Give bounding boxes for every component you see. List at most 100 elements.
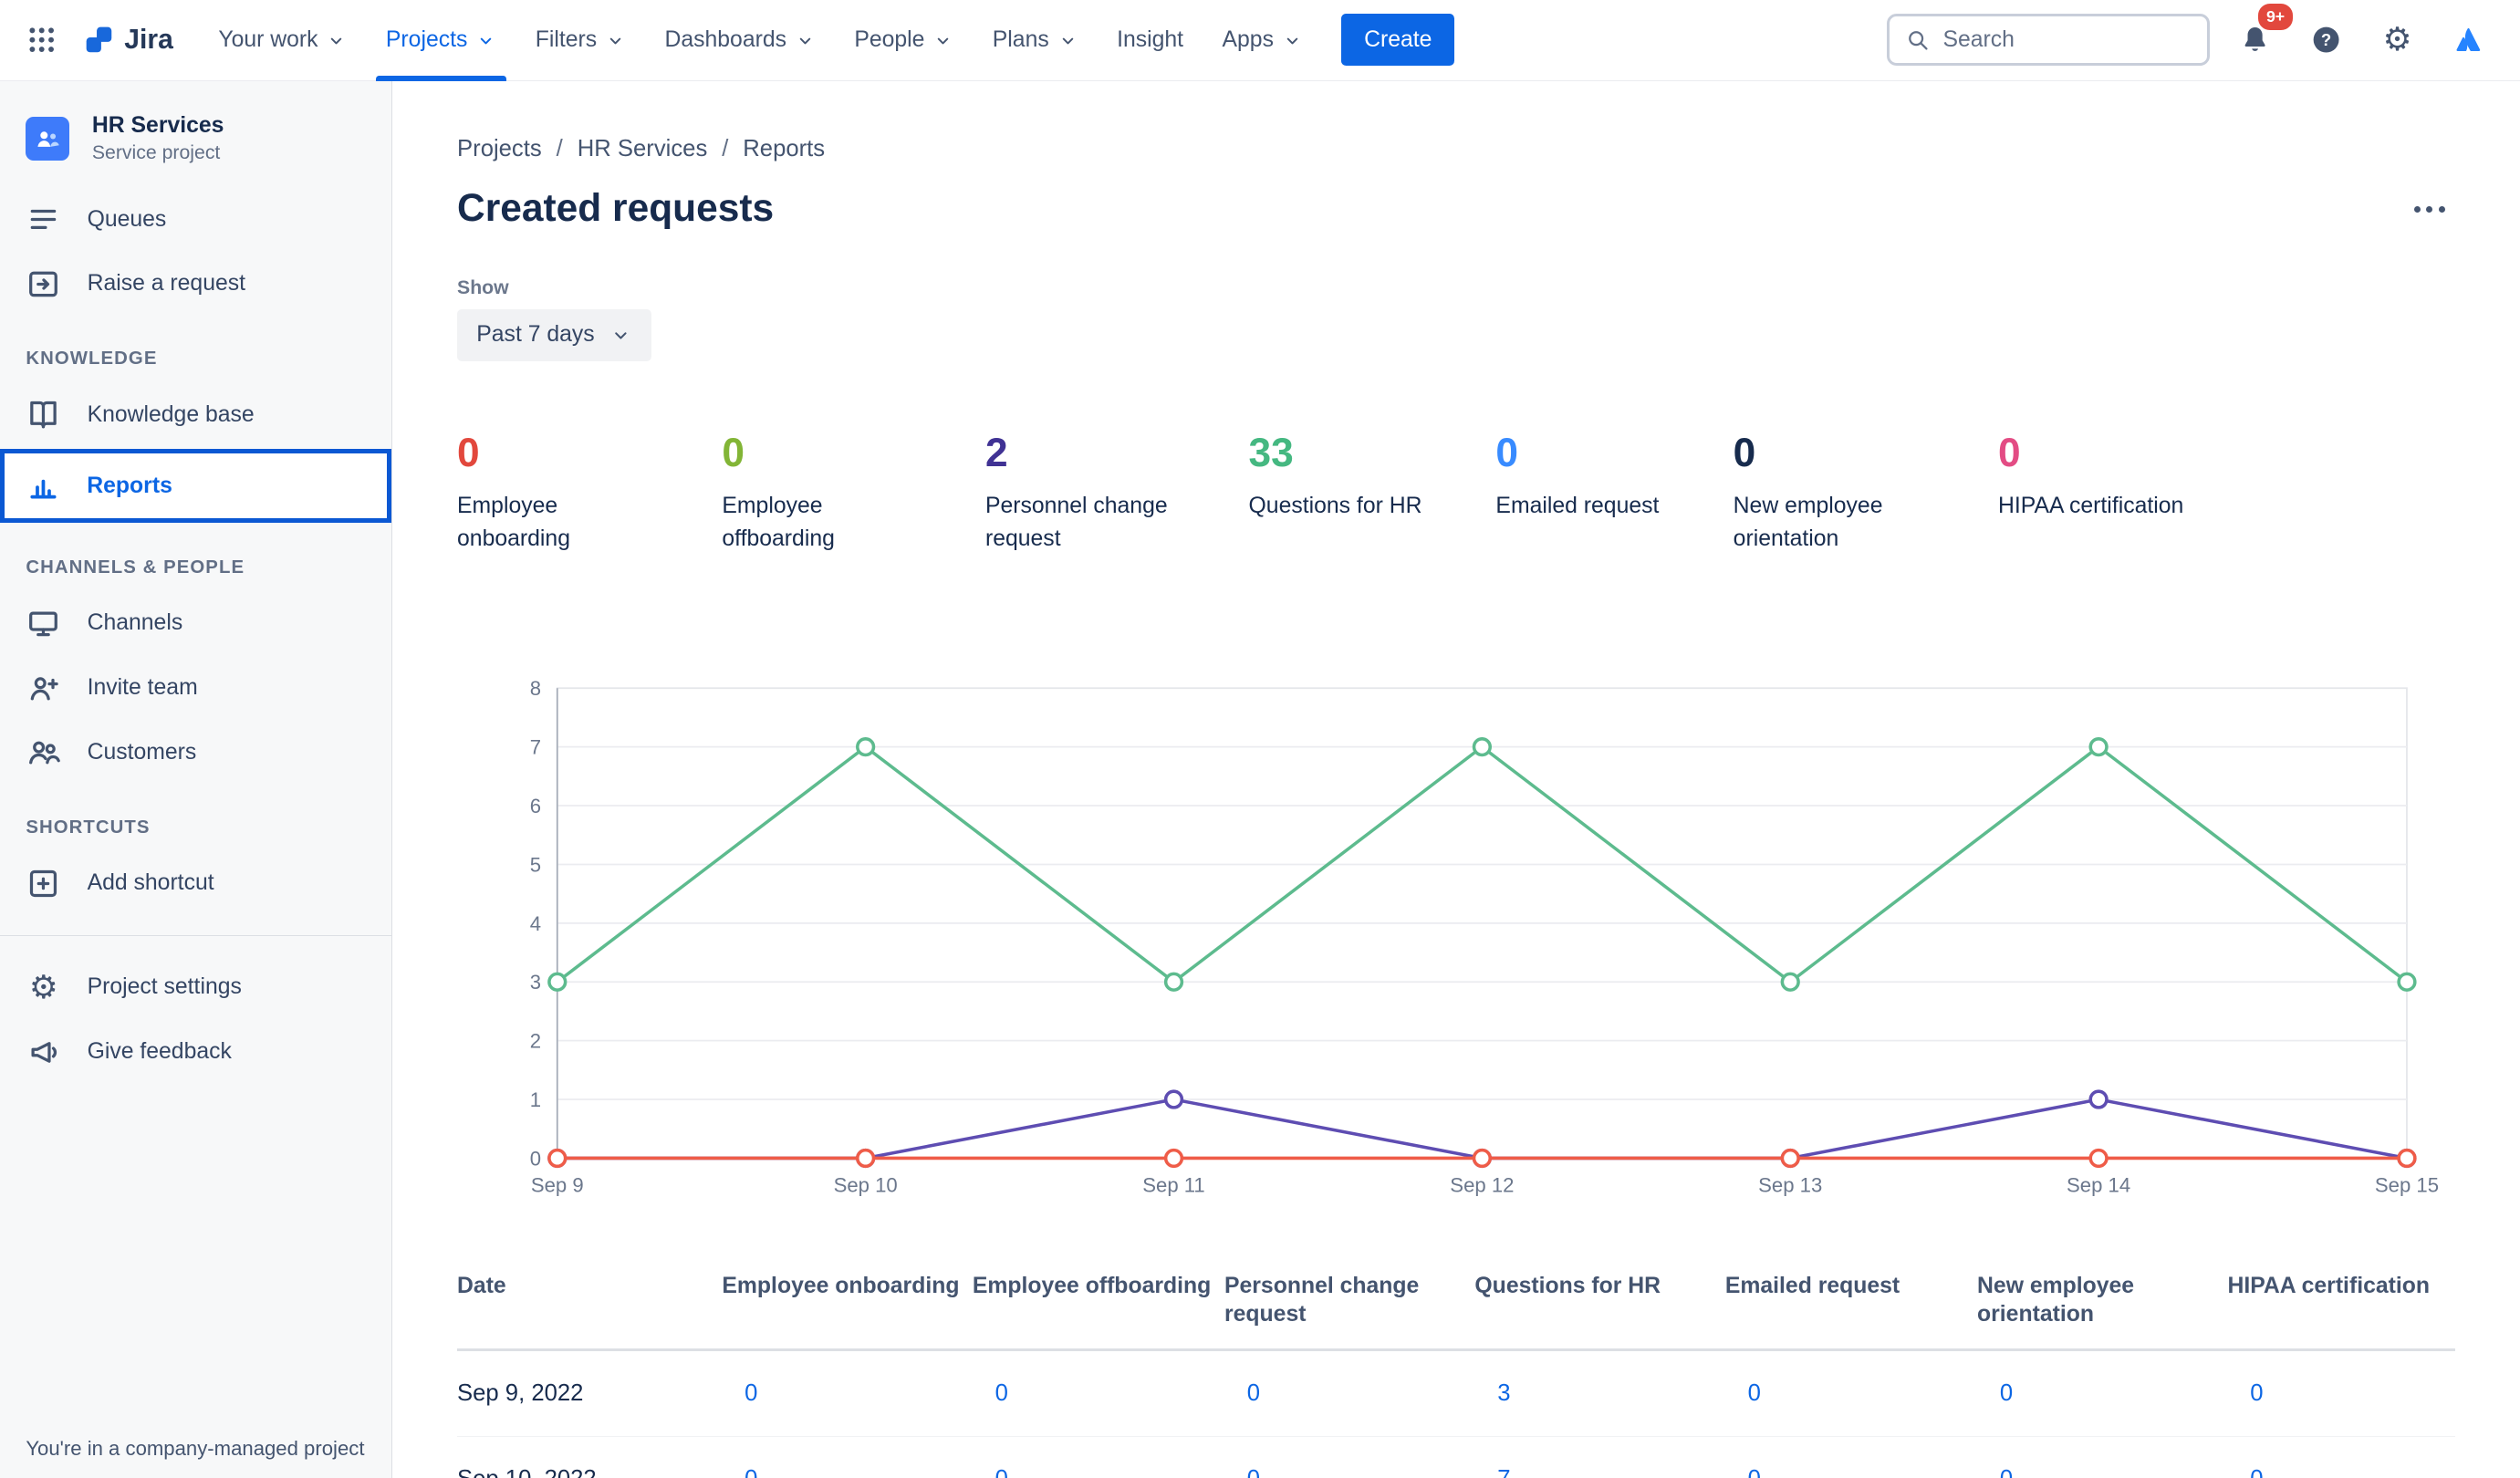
x-tick-label: Sep 9 xyxy=(531,1174,584,1197)
cell-value-link[interactable]: 0 xyxy=(1999,1380,2014,1407)
stat-value: 0 xyxy=(722,431,745,475)
requests-table: Date Employee onboarding Employee offboa… xyxy=(457,1254,2456,1478)
jira-logo-icon xyxy=(86,26,111,53)
data-point-questions-for-hr xyxy=(2397,972,2417,992)
chevron-down-icon xyxy=(609,37,621,45)
queues-icon xyxy=(30,210,57,230)
sidebar-item-raise-request[interactable]: Raise a request xyxy=(0,252,391,317)
app-switcher-button[interactable] xyxy=(16,14,68,66)
sidebar-item-knowledge-base[interactable]: Knowledge base xyxy=(0,382,391,447)
chevron-down-icon xyxy=(331,37,342,45)
sidebar-item-add-shortcut[interactable]: Add shortcut xyxy=(0,851,391,916)
cell-value-link[interactable]: 0 xyxy=(973,1437,1224,1478)
col-header-emailed-request: Emailed request xyxy=(1724,1274,1900,1299)
app-name: Jira xyxy=(124,24,173,55)
sidebar-item-reports[interactable]: Reports xyxy=(0,448,392,524)
data-point-employee-onboarding xyxy=(2397,1148,2417,1169)
data-point-questions-for-hr xyxy=(856,737,876,757)
page-title: Created requests xyxy=(457,187,775,231)
more-options-icon xyxy=(2414,205,2421,213)
more-options-button[interactable] xyxy=(2404,183,2456,235)
stat-label: Personnel change request xyxy=(984,494,1168,552)
customers-icon xyxy=(29,741,61,765)
cell-date: Sep 10, 2022 xyxy=(457,1437,722,1478)
main-content: Projects / HR Services / Reports Created… xyxy=(392,80,2520,1478)
y-tick-label: 6 xyxy=(530,795,541,817)
chevron-down-icon xyxy=(938,37,949,45)
cell-value-link[interactable]: 0 xyxy=(2227,1437,2455,1478)
sidebar-item-give-feedback[interactable]: Give feedback xyxy=(0,1020,391,1085)
cell-value-link[interactable]: 0 xyxy=(1725,1437,1977,1478)
reports-icon xyxy=(30,479,57,499)
line-chart-svg: 0 1 2 3 4 5 6 7 8 Sep 9 Sep 10 Sep 11 Sep 12 Sep 13 Se… xyxy=(530,677,2439,1197)
cell-value-link[interactable]: 0 xyxy=(1246,1380,1261,1407)
x-tick-label: Sep 15 xyxy=(2375,1174,2439,1197)
search-icon xyxy=(1909,30,1928,50)
nav-apps[interactable]: Apps xyxy=(1206,0,1319,81)
channels-icon xyxy=(29,611,58,636)
nav-filters[interactable]: Filters xyxy=(519,0,642,81)
global-search[interactable] xyxy=(1887,14,2211,67)
sidebar-item-customers[interactable]: Customers xyxy=(0,720,391,785)
help-button[interactable]: ? xyxy=(2300,14,2352,66)
stat-label: Questions for HR xyxy=(1248,494,1422,519)
settings-button[interactable]: ⚙ xyxy=(2371,14,2423,66)
data-point-questions-for-hr xyxy=(547,972,568,992)
project-header: HR Services Service project xyxy=(0,107,391,187)
sidebar-item-invite-team[interactable]: Invite team xyxy=(0,656,391,721)
search-input[interactable] xyxy=(1942,26,2193,53)
col-header-employee-offboarding: Employee offboarding xyxy=(972,1274,1212,1299)
stat-value: 0 xyxy=(1495,431,1519,475)
stat-new-employee-orientation: 0 New employee orientation xyxy=(1734,429,1998,556)
knowledge-base-icon xyxy=(30,401,57,429)
y-tick-label: 4 xyxy=(530,912,541,935)
nav-people[interactable]: People xyxy=(838,0,970,81)
nav-plans[interactable]: Plans xyxy=(976,0,1094,81)
cell-value-link[interactable]: 0 xyxy=(1977,1437,2227,1478)
notification-badge: 9+ xyxy=(2255,1,2296,33)
sidebar-item-label: Channels xyxy=(87,610,183,636)
stat-label: Employee onboarding xyxy=(457,494,570,552)
nav-dashboards[interactable]: Dashboards xyxy=(649,0,832,81)
date-range-dropdown[interactable]: Past 7 days xyxy=(457,309,651,361)
sidebar-divider xyxy=(0,934,392,936)
create-button[interactable]: Create xyxy=(1341,14,1455,67)
top-navbar: Jira Your work Projects Filters Dashboar… xyxy=(0,0,2520,81)
atlassian-icon xyxy=(2456,28,2480,52)
atlassian-switcher-button[interactable] xyxy=(2442,14,2494,66)
nav-projects[interactable]: Projects xyxy=(370,0,513,81)
cell-value-link[interactable]: 7 xyxy=(1474,1437,1724,1478)
sidebar-heading-shortcuts: SHORTCUTS xyxy=(26,817,151,838)
table-row: Sep 10, 2022 0 0 0 7 0 0 0 xyxy=(457,1437,2455,1478)
data-point-employee-onboarding xyxy=(547,1148,568,1169)
primary-nav: Your work Projects Filters Dashboards Pe… xyxy=(199,0,1322,81)
show-label: Show xyxy=(457,276,509,299)
sidebar-item-project-settings[interactable]: ⚙ Project settings xyxy=(0,955,391,1020)
nav-insight[interactable]: Insight xyxy=(1100,0,1199,81)
jira-logo[interactable]: Jira xyxy=(81,22,173,57)
breadcrumb-projects[interactable]: Projects xyxy=(457,135,542,161)
stat-label: Employee offboarding xyxy=(722,494,835,552)
project-subtitle: Service project xyxy=(91,141,221,164)
breadcrumb-hr-services[interactable]: HR Services xyxy=(577,135,708,161)
breadcrumb-reports[interactable]: Reports xyxy=(743,135,826,161)
cell-value-link[interactable]: 0 xyxy=(722,1437,972,1478)
col-header-questions-for-hr: Questions for HR xyxy=(1474,1274,1661,1299)
x-tick-label: Sep 13 xyxy=(1758,1174,1822,1197)
cell-value-link[interactable]: 0 xyxy=(1224,1437,1474,1478)
cell-value-link[interactable]: 3 xyxy=(1497,1380,1511,1407)
sidebar-item-channels[interactable]: Channels xyxy=(0,591,391,656)
nav-your-work[interactable]: Your work xyxy=(203,0,363,81)
chevron-down-icon xyxy=(1062,37,1073,45)
chevron-down-icon xyxy=(614,332,627,339)
sidebar-item-label: Add shortcut xyxy=(87,870,214,896)
stat-value: 0 xyxy=(1733,431,1756,475)
sidebar-item-queues[interactable]: Queues xyxy=(0,187,391,252)
cell-value-link[interactable]: 0 xyxy=(2250,1380,2264,1407)
cell-value-link[interactable]: 0 xyxy=(1747,1380,1761,1407)
project-avatar xyxy=(26,117,70,161)
notifications-button[interactable] xyxy=(2229,14,2281,66)
cell-value-link[interactable]: 0 xyxy=(745,1380,758,1407)
stat-employee-offboarding: 0 Employee offboarding xyxy=(722,429,985,556)
cell-value-link[interactable]: 0 xyxy=(994,1380,1008,1407)
